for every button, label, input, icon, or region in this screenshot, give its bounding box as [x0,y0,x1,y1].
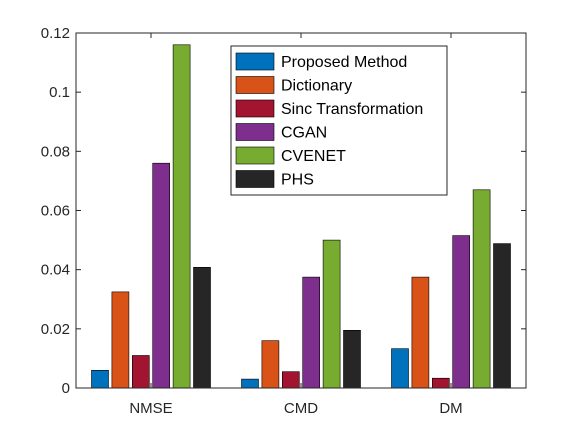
y-tick-label: 0.12 [41,25,70,42]
bar-nmse-proposed-method [91,369,109,389]
bar-cmd-cgan [302,276,321,389]
legend-label: Sinc Transformation [281,101,423,118]
bar-dm-cvenet [472,189,491,389]
bar-cmd-phs [343,329,361,389]
legend-label: PHS [281,172,314,189]
legend-label: Dictionary [281,78,352,95]
bars-layer [91,44,511,389]
bar-cmd-cvenet [322,239,341,389]
bar-nmse-sinc-transformation [132,355,150,389]
legend-swatch [235,99,275,118]
y-tick-label: 0.04 [41,262,70,279]
legend-swatch [235,76,275,94]
legend-label: CGAN [281,125,327,142]
y-tick-label: 0.02 [41,321,70,338]
y-tick-label: 0.06 [41,203,70,220]
legend-swatch [235,123,275,141]
legend-swatch [235,170,275,188]
bar-cmd-sinc-transformation [281,371,300,389]
legend-swatch [235,146,275,165]
legend-label: Proposed Method [281,54,407,71]
bar-dm-dictionary [411,276,430,389]
bar-nmse-cvenet [172,44,191,389]
y-tick-label: 0.08 [41,143,70,160]
legend-label: CVENET [281,148,346,165]
x-tick-label: CMD [284,400,318,417]
y-tick-label: 0 [62,380,70,397]
bar-nmse-dictionary [111,291,130,389]
bar-dm-phs [493,243,511,389]
bar-dm-cgan [452,235,471,389]
legend: Proposed Method Dictionary Sinc Transforma… [230,45,448,196]
bar-nmse-phs [193,266,211,389]
x-tick-label: DM [439,400,462,417]
legend-swatch [235,52,275,71]
legend-box [230,45,448,196]
axes-layer: 0 0.02 0.04 0.06 0.08 0.1 0.12 NMSE CMD DM [41,25,527,417]
bar-dm-proposed-method [391,348,409,389]
bar-nmse-cgan [152,162,170,389]
bar-dm-sinc-transformation [431,377,450,389]
bar-cmd-proposed-method [241,378,259,389]
x-tick-label: NMSE [129,400,172,417]
bar-cmd-dictionary [261,340,280,389]
y-tick-label: 0.1 [49,84,70,101]
